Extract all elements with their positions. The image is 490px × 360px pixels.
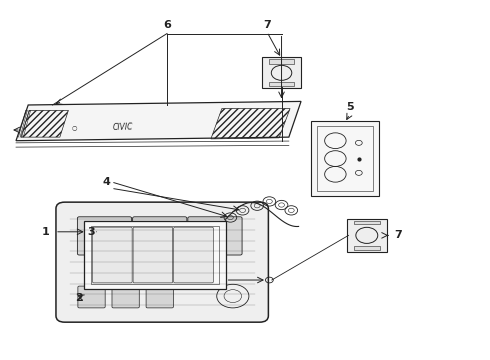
Text: 7: 7: [263, 19, 271, 30]
FancyBboxPatch shape: [347, 219, 387, 252]
Polygon shape: [16, 102, 301, 141]
Text: 3: 3: [88, 227, 96, 237]
FancyBboxPatch shape: [173, 227, 213, 283]
Text: 1: 1: [41, 227, 49, 237]
FancyBboxPatch shape: [146, 286, 173, 308]
FancyBboxPatch shape: [112, 286, 139, 308]
Text: 2: 2: [75, 293, 83, 303]
FancyBboxPatch shape: [188, 217, 242, 255]
FancyBboxPatch shape: [93, 227, 132, 283]
Text: ○: ○: [72, 125, 77, 130]
FancyBboxPatch shape: [84, 221, 225, 289]
Text: 7: 7: [394, 230, 402, 240]
Text: CIVIC: CIVIC: [113, 122, 134, 132]
Text: 4: 4: [102, 177, 110, 187]
FancyBboxPatch shape: [78, 286, 105, 308]
Bar: [354, 246, 380, 250]
FancyBboxPatch shape: [56, 202, 269, 322]
FancyBboxPatch shape: [77, 217, 132, 255]
Bar: [269, 82, 294, 86]
Text: 5: 5: [346, 102, 354, 112]
FancyBboxPatch shape: [262, 58, 301, 88]
FancyBboxPatch shape: [311, 121, 379, 196]
Bar: [354, 221, 380, 225]
Bar: [269, 59, 294, 64]
FancyBboxPatch shape: [133, 217, 187, 255]
Text: 6: 6: [163, 19, 171, 30]
FancyBboxPatch shape: [133, 227, 173, 283]
